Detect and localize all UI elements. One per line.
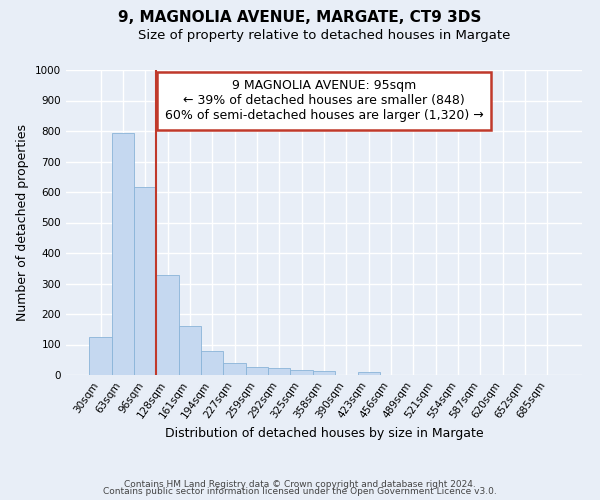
Y-axis label: Number of detached properties: Number of detached properties: [16, 124, 29, 321]
Text: 9, MAGNOLIA AVENUE, MARGATE, CT9 3DS: 9, MAGNOLIA AVENUE, MARGATE, CT9 3DS: [118, 10, 482, 25]
Text: Contains public sector information licensed under the Open Government Licence v3: Contains public sector information licen…: [103, 488, 497, 496]
Bar: [134, 188, 157, 375]
Bar: [358, 372, 380, 375]
Bar: [268, 368, 290, 375]
Bar: [290, 370, 313, 375]
Title: Size of property relative to detached houses in Margate: Size of property relative to detached ho…: [138, 30, 510, 43]
Bar: [112, 132, 134, 375]
Bar: [157, 275, 179, 375]
Bar: [201, 351, 223, 375]
Bar: [223, 363, 246, 375]
Bar: [246, 367, 268, 375]
Text: 9 MAGNOLIA AVENUE: 95sqm
← 39% of detached houses are smaller (848)
60% of semi-: 9 MAGNOLIA AVENUE: 95sqm ← 39% of detach…: [164, 79, 484, 122]
X-axis label: Distribution of detached houses by size in Margate: Distribution of detached houses by size …: [164, 427, 484, 440]
Bar: [179, 326, 201, 375]
Bar: [89, 337, 112, 375]
Bar: [313, 371, 335, 375]
Text: Contains HM Land Registry data © Crown copyright and database right 2024.: Contains HM Land Registry data © Crown c…: [124, 480, 476, 489]
